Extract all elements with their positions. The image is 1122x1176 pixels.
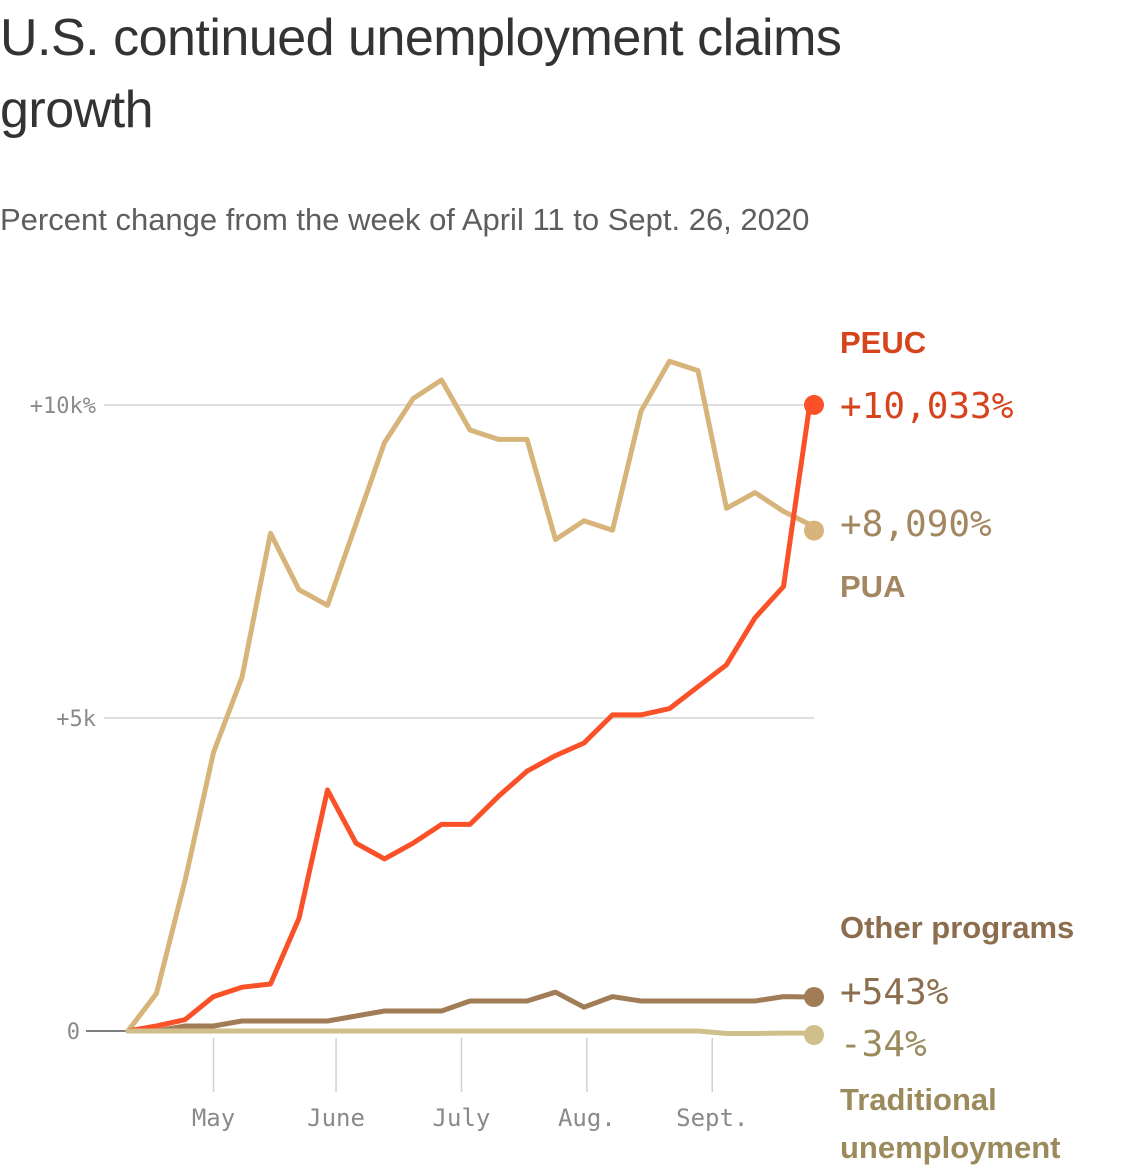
endpoint-dot-1 xyxy=(804,394,824,415)
x-tick-label: May xyxy=(192,1104,235,1132)
y-tick-label: 0 xyxy=(67,1020,80,1045)
chart-subtitle: Percent change from the week of April 11… xyxy=(0,202,810,237)
x-tick-label: Sept. xyxy=(676,1104,748,1132)
end-value-label-2: +543% xyxy=(840,972,949,1013)
series-name-label-1: PEUC xyxy=(840,325,926,360)
series-line-2 xyxy=(125,989,813,1034)
x-axis: May June July Aug. Sept. xyxy=(192,1038,748,1132)
x-tick-label: July xyxy=(433,1104,491,1132)
grid-layer: 0 +5k +10k% xyxy=(30,394,814,1045)
end-value-label-3: -34% xyxy=(840,1024,927,1065)
x-tick-label: Aug. xyxy=(558,1104,616,1132)
series-line-0 xyxy=(125,358,813,1034)
series-name-label-0: PUA xyxy=(840,569,905,604)
end-value-label-0: +8,090% xyxy=(840,504,992,545)
series-name-label-3: Traditional xyxy=(840,1082,997,1117)
y-tick-label: +10k% xyxy=(30,394,96,419)
series-labels: +8,090% PUA +10,033% PEUC +543% Other program… xyxy=(804,325,1074,1165)
endpoint-dot-2 xyxy=(804,987,824,1007)
endpoint-dot-3 xyxy=(804,1025,824,1045)
chart-title: U.S. continued unemployment claims growt… xyxy=(0,9,842,139)
series-line-3 xyxy=(125,1028,813,1036)
end-value-label-1: +10,033% xyxy=(840,386,1014,427)
series-layer xyxy=(125,358,813,1036)
series-name-label-2: Other programs xyxy=(840,910,1074,945)
y-tick-label: +5k xyxy=(56,707,96,732)
x-tick-label: June xyxy=(307,1104,365,1132)
series-line-1 xyxy=(125,400,813,1034)
endpoint-dot-0 xyxy=(804,520,824,541)
series-name-label-3: unemployment xyxy=(840,1130,1060,1165)
